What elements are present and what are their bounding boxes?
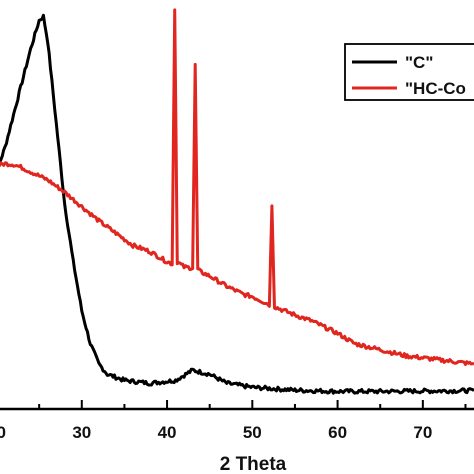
x-tick-label: 70 — [413, 423, 432, 442]
plot-lines — [0, 8, 474, 395]
x-axis-title: 2 Theta — [220, 454, 287, 474]
x-tick-label: 30 — [72, 423, 91, 442]
x-tick-label: 20 — [0, 423, 6, 442]
x-tick-label: 40 — [158, 423, 177, 442]
legend-label-c: "C" — [405, 53, 433, 72]
series-line-0 — [0, 13, 474, 395]
x-tick-label: 60 — [328, 423, 347, 442]
x-ticks: 20 30 40 50 60 70 — [0, 400, 467, 442]
legend-box — [344, 43, 474, 101]
legend-label-hc-co: "HC-Co — [405, 79, 466, 98]
series-line-1 — [0, 8, 474, 366]
legend: "C" "HC-Co — [344, 43, 474, 101]
x-tick-label: 50 — [243, 423, 262, 442]
